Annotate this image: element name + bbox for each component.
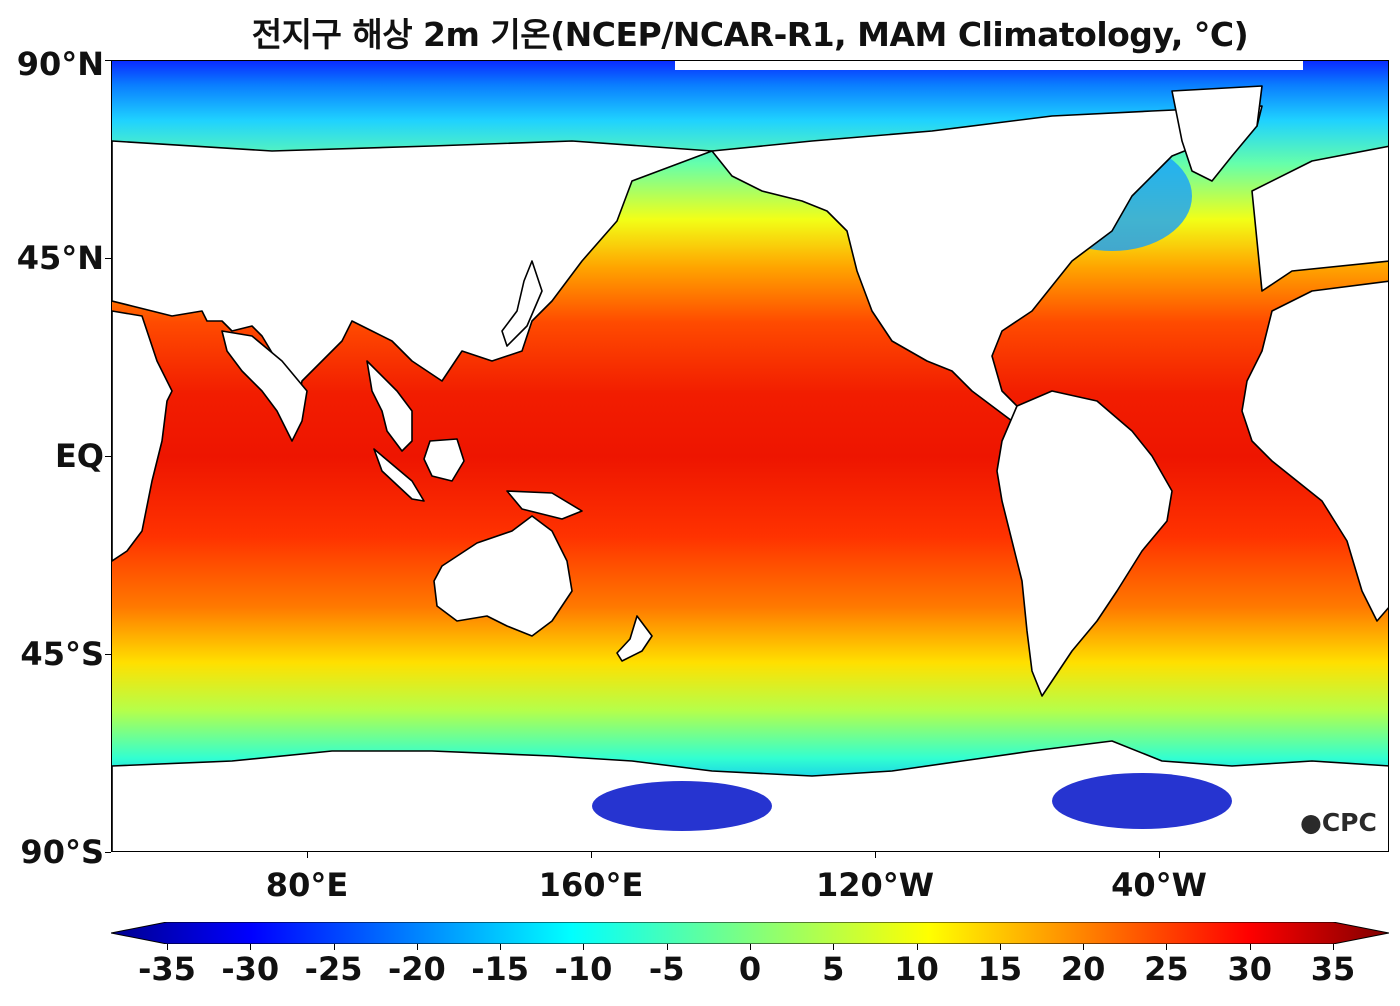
ross-sea-cold-patch <box>592 781 772 831</box>
colorbar-tick <box>999 944 1001 950</box>
colorbar-tick <box>500 944 502 950</box>
colorbar-tick <box>333 944 335 950</box>
land-greenland <box>1171 85 1263 182</box>
colorbar-tick <box>1333 944 1334 950</box>
land-australia <box>433 515 573 637</box>
lon-tick <box>307 852 308 858</box>
lat-tick <box>105 60 111 61</box>
land-sumatra <box>373 448 425 502</box>
colorbar-tick-label: 0 <box>738 950 762 988</box>
map-title: 전지구 해상 2m 기온(NCEP/NCAR-R1, MAM Climatolo… <box>251 15 1249 54</box>
colorbar <box>111 922 1389 944</box>
land-new-guinea <box>506 490 583 520</box>
lat-label: EQ <box>54 437 104 475</box>
land-north-america <box>711 105 1263 422</box>
lat-tick <box>105 258 111 259</box>
temperature-map <box>112 61 1388 851</box>
colorbar-tick <box>583 944 585 950</box>
colorbar-tick <box>916 944 918 950</box>
colorbar-tick-label: 30 <box>1227 950 1272 988</box>
colorbar-tick <box>666 944 668 950</box>
lat-label: 45°S <box>20 635 104 673</box>
land-japan <box>501 260 543 347</box>
colorbar-tick <box>750 944 751 950</box>
lat-tick <box>105 654 111 655</box>
colorbar-tick <box>833 944 835 950</box>
land-africa-east <box>112 310 173 562</box>
colorbar-tick <box>416 944 418 950</box>
land-southeast-asia <box>366 360 413 452</box>
colorbar-tick <box>1166 944 1168 950</box>
colorbar-tick-label: 35 <box>1310 950 1356 988</box>
colorbar-tick-label: -35 <box>138 950 196 988</box>
lat-label: 45°N <box>16 239 104 277</box>
credit-text: CPC <box>1321 808 1377 837</box>
colorbar-tick-label: -25 <box>304 950 363 988</box>
lat-label: 90°N <box>16 45 104 83</box>
colorbar-tick-label: 5 <box>822 950 845 988</box>
lon-label: 160°E <box>538 866 644 904</box>
colorbar-tick-label: -15 <box>471 950 530 988</box>
land-africa-west <box>1241 145 1388 622</box>
lon-label: 120°W <box>815 866 935 904</box>
credit-mark: ●CPC <box>1300 808 1377 837</box>
lat-tick <box>105 852 111 853</box>
weddell-sea-cold-patch <box>1052 773 1232 829</box>
lat-label: 90°S <box>20 833 104 871</box>
colorbar-tick <box>167 944 168 950</box>
colorbar-tick-label: -30 <box>221 950 280 988</box>
colorbar-tick-label: 10 <box>894 950 939 988</box>
lon-tick <box>591 852 592 858</box>
land-new-zealand <box>616 615 653 662</box>
lon-tick <box>875 852 876 858</box>
colorbar-tick-label: -20 <box>387 950 446 988</box>
colorbar-tick-label: 20 <box>1060 950 1106 988</box>
colorbar-tick <box>1249 944 1251 950</box>
cpc-logo-icon: ● <box>1300 808 1322 837</box>
lon-tick <box>1159 852 1160 858</box>
land-south-america <box>996 390 1173 697</box>
lon-label: 40°W <box>1111 866 1207 904</box>
lat-tick <box>105 456 111 457</box>
land-borneo <box>423 438 465 482</box>
colorbar-body <box>111 922 1389 944</box>
colorbar-tick <box>1083 944 1085 950</box>
polar-data-gap <box>675 61 1303 70</box>
land-eurasia <box>112 140 713 407</box>
colorbar-tick-label: -10 <box>554 950 613 988</box>
colorbar-tick-label: -5 <box>648 950 685 988</box>
lon-label: 80°E <box>265 866 349 904</box>
map-area <box>111 60 1389 852</box>
colorbar-tick-label: 15 <box>977 950 1023 988</box>
land-india <box>221 330 308 442</box>
colorbar-tick <box>250 944 252 950</box>
land-masses <box>112 85 1388 851</box>
colorbar-tick-label: 25 <box>1144 950 1189 988</box>
